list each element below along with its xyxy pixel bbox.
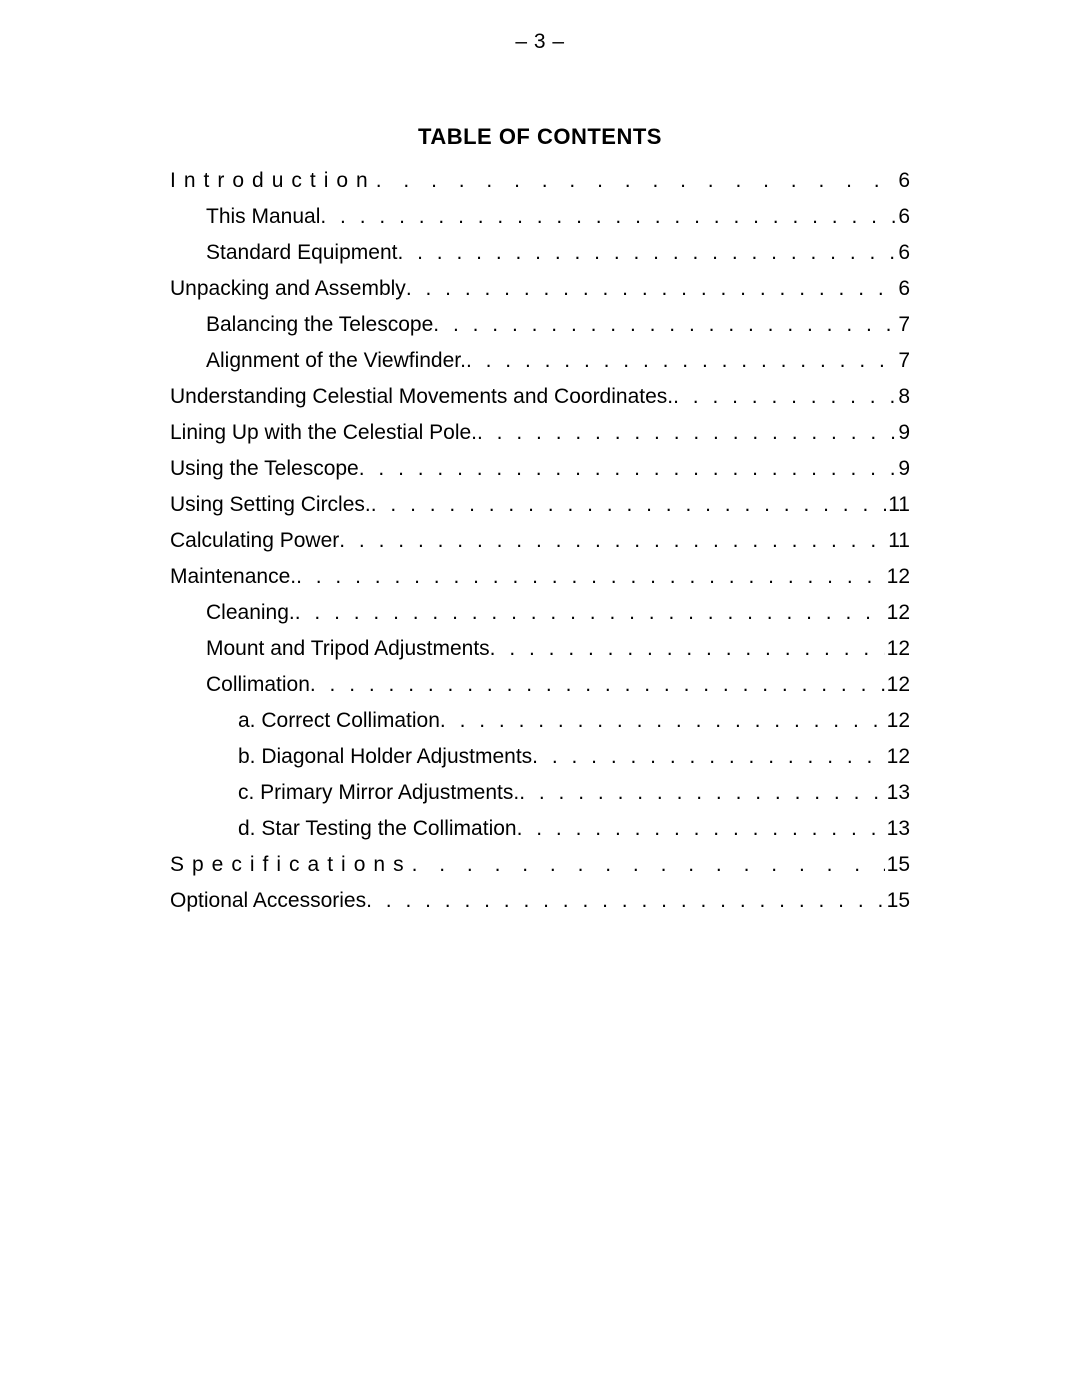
toc-entry-page: 8 <box>896 386 910 407</box>
toc-entry-leader <box>366 890 885 911</box>
toc-entry-page: 11 <box>886 530 910 551</box>
toc-entry-title: Collimation <box>206 674 310 695</box>
toc-entry-leader <box>433 314 896 335</box>
toc-entry: Calculating Power 11 <box>170 530 910 551</box>
toc-entry-title: Balancing the Telescope <box>206 314 433 335</box>
toc-entry-page: 6 <box>896 206 910 227</box>
toc-entry-page: 6 <box>896 278 910 299</box>
toc-entry-leader <box>406 278 897 299</box>
toc-entry-title: Cleaning. <box>206 602 295 623</box>
toc-entry: Maintenance. 12 <box>170 566 910 587</box>
toc-entry-page: 12 <box>885 638 910 659</box>
toc-entry: Specifications 15 <box>170 854 910 875</box>
toc-entry: a. Correct Collimation 12 <box>170 710 910 731</box>
toc-entry-page: 12 <box>885 566 910 587</box>
toc-entry: Using the Telescope 9 <box>170 458 910 479</box>
toc-entry-title: d. Star Testing the Collimation <box>238 818 517 839</box>
toc-entry-title: a. Correct Collimation <box>238 710 440 731</box>
toc-entry: Alignment of the Viewfinder. 7 <box>170 350 910 371</box>
toc-entry-leader <box>519 782 884 803</box>
toc-entry-page: 15 <box>885 854 910 875</box>
toc-entry-page: 12 <box>885 746 910 767</box>
toc-entry: This Manual 6 <box>170 206 910 227</box>
toc-entry-leader <box>397 242 896 263</box>
page-number-header: – 3 – <box>170 30 910 54</box>
toc-entry-page: 11 <box>886 494 910 515</box>
toc-entry-leader <box>532 746 884 767</box>
toc-entry: Introduction 6 <box>170 170 910 191</box>
toc-entry: b. Diagonal Holder Adjustments 12 <box>170 746 910 767</box>
toc-entry: c. Primary Mirror Adjustments. 13 <box>170 782 910 803</box>
toc-entry-title: This Manual <box>206 206 320 227</box>
toc-entry: Balancing the Telescope 7 <box>170 314 910 335</box>
toc-entry: Cleaning. 12 <box>170 602 910 623</box>
toc-entry-leader <box>376 170 897 191</box>
toc-entry-page: 13 <box>885 818 910 839</box>
toc-entry-page: 12 <box>885 602 910 623</box>
toc-entry-leader <box>339 530 886 551</box>
toc-entry-leader <box>412 854 885 875</box>
toc-entry-leader <box>296 566 885 587</box>
toc-entry-title: b. Diagonal Holder Adjustments <box>238 746 532 767</box>
toc-entry-page: 6 <box>896 170 910 191</box>
toc-entry-title: Using Setting Circles. <box>170 494 371 515</box>
toc-entry-page: 6 <box>896 242 910 263</box>
toc-heading: TABLE OF CONTENTS <box>170 124 910 150</box>
toc-entry-leader <box>673 386 896 407</box>
page: – 3 – TABLE OF CONTENTS Introduction6Thi… <box>0 0 1080 1397</box>
toc-entry-page: 9 <box>896 458 910 479</box>
toc-entry-leader <box>490 638 885 659</box>
toc-entry-leader <box>466 350 896 371</box>
toc-entry-title: Alignment of the Viewfinder. <box>206 350 466 371</box>
toc-entry-title: Specifications <box>170 854 412 875</box>
toc-entry: Understanding Celestial Movements and Co… <box>170 386 910 407</box>
toc-entry-leader <box>517 818 885 839</box>
toc-entry-title: Maintenance. <box>170 566 296 587</box>
toc-entry-title: Using the Telescope <box>170 458 359 479</box>
toc-entry: Mount and Tripod Adjustments 12 <box>170 638 910 659</box>
toc-entry-page: 9 <box>896 422 910 443</box>
toc-entry: Lining Up with the Celestial Pole. 9 <box>170 422 910 443</box>
toc-entry-leader <box>359 458 897 479</box>
toc-entry-title: Standard Equipment <box>206 242 397 263</box>
toc-entry-page: 15 <box>885 890 910 911</box>
toc-entry: Standard Equipment 6 <box>170 242 910 263</box>
toc-entry-title: Optional Accessories <box>170 890 366 911</box>
toc-entry: Unpacking and Assembly 6 <box>170 278 910 299</box>
toc-entry-leader <box>295 602 885 623</box>
toc-entry-title: Understanding Celestial Movements and Co… <box>170 386 673 407</box>
toc-entry-page: 12 <box>885 710 910 731</box>
toc-entry-title: Calculating Power <box>170 530 339 551</box>
toc-entry-leader <box>320 206 896 227</box>
toc-list: Introduction6This Manual6Standard Equipm… <box>170 170 910 911</box>
toc-entry-page: 7 <box>896 350 910 371</box>
toc-entry-title: c. Primary Mirror Adjustments. <box>238 782 519 803</box>
toc-entry-title: Introduction <box>170 170 376 191</box>
toc-entry-leader <box>440 710 885 731</box>
toc-entry: Using Setting Circles. 11 <box>170 494 910 515</box>
toc-entry-leader <box>477 422 896 443</box>
toc-entry-title: Lining Up with the Celestial Pole. <box>170 422 477 443</box>
toc-entry-page: 13 <box>885 782 910 803</box>
toc-entry: Optional Accessories 15 <box>170 890 910 911</box>
toc-entry-page: 12 <box>885 674 910 695</box>
toc-entry-leader <box>310 674 885 695</box>
toc-entry-title: Mount and Tripod Adjustments <box>206 638 490 659</box>
toc-entry-title: Unpacking and Assembly <box>170 278 406 299</box>
toc-entry: d. Star Testing the Collimation 13 <box>170 818 910 839</box>
toc-entry-page: 7 <box>896 314 910 335</box>
toc-entry: Collimation 12 <box>170 674 910 695</box>
toc-entry-leader <box>371 494 886 515</box>
